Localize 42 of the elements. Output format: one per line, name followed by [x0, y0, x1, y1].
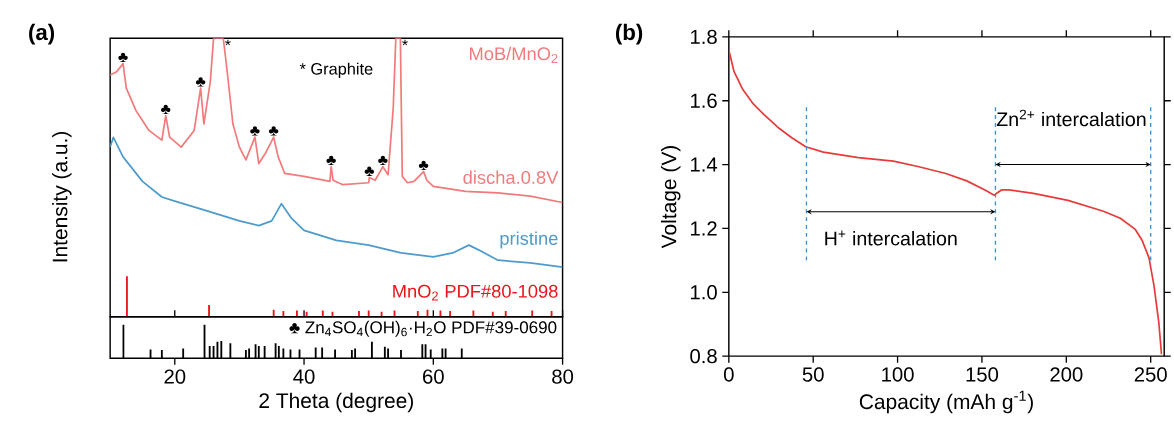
annotation: * [402, 39, 408, 46]
x-tick-label: 200 [1050, 367, 1083, 382]
series-label: discha.0.8V [463, 170, 559, 185]
x-tick-label: 100 [882, 367, 914, 382]
x-axis-title: 2 Theta (degree) [259, 392, 413, 413]
x-tick-label: 40 [293, 369, 315, 384]
annotation: ♣ [378, 155, 388, 166]
annotation: ♣ [118, 52, 128, 63]
annotation: ♣ [161, 104, 171, 115]
y-tick-label: 1.4 [691, 157, 718, 172]
series-label: MnO$_{2}$ PDF#80-1098 [393, 284, 558, 301]
line-series [728, 49, 1163, 356]
annotation: ♣ [250, 126, 260, 136]
text: ♣ Zn$_{4}$SO$_{4}$(OH)$_{6}$·H$_{2}$O PDF#39-0690 [289, 320, 557, 337]
x-tick-label: 150 [966, 367, 999, 382]
x-tick-label: 250 [1134, 367, 1167, 382]
x-tick-label: 60 [423, 369, 444, 384]
annotation: ♣ [364, 166, 375, 176]
y-tick-label: 1.0 [691, 285, 717, 300]
annotation: MoB/MnO$_{2}$ [470, 46, 558, 63]
x-tick-label: 0 [723, 367, 734, 382]
annotation: Zn$^{2+}$ intercalation [996, 109, 1146, 127]
annotation: H$^{+}$ intercalation [825, 230, 957, 246]
y-tick-label: 1.2 [691, 221, 717, 236]
y-axis-title: Voltage (V) [660, 146, 681, 249]
chart-title: (b) [615, 23, 643, 45]
y-tick-label: 0.8 [690, 349, 717, 364]
annotation: * [225, 39, 231, 46]
annotation: * Graphite [299, 62, 373, 78]
x-tick-label: 80 [552, 369, 574, 384]
x-axis-title: Capacity (mAh g$^{-1}$) [859, 390, 1033, 414]
annotation: ♣ [418, 160, 429, 171]
series-label: pristine [500, 231, 558, 249]
y-axis-title: Intensity (a.u.) [52, 132, 72, 262]
chart-title: (a) [29, 23, 55, 45]
y-tick-label: 1.8 [691, 29, 717, 45]
annotation: ♣ [268, 126, 279, 136]
x-tick-label: 20 [164, 369, 186, 384]
annotation: ♣ [195, 77, 206, 87]
y-tick-label: 1.6 [691, 93, 717, 109]
x-tick-label: 50 [802, 367, 824, 382]
annotation: ♣ [326, 155, 336, 166]
